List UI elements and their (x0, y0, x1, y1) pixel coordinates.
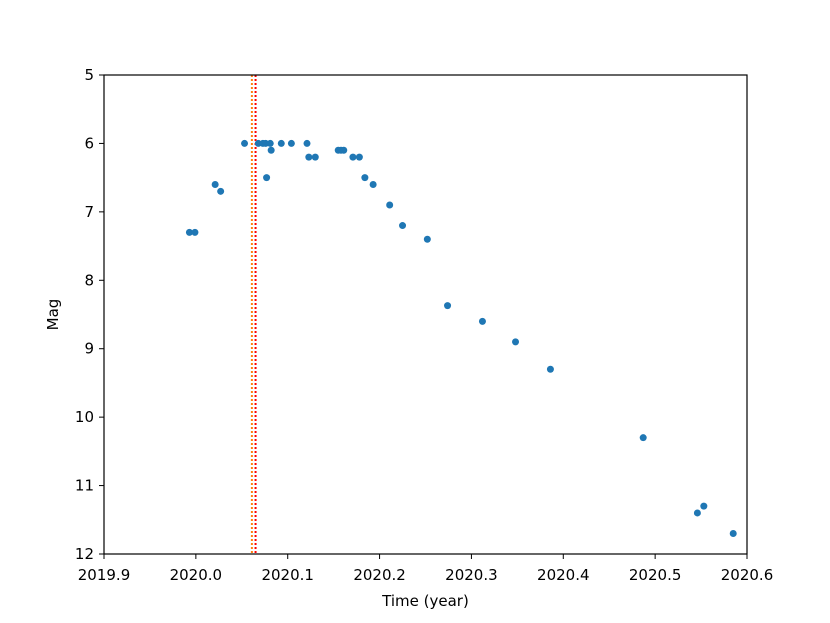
plot-frame (103, 74, 748, 555)
x-tick-label: 2019.9 (78, 566, 131, 584)
y-tick-label: 12 (75, 545, 94, 563)
y-tick-label: 8 (84, 271, 94, 289)
y-tick-label: 5 (84, 66, 94, 84)
x-tick-label: 2020.5 (629, 566, 682, 584)
data-point (386, 201, 394, 209)
data-point (266, 139, 274, 147)
data-point (311, 153, 319, 161)
data-point (305, 153, 313, 161)
x-tick-label: 2020.2 (353, 566, 406, 584)
x-axis-label: Time (year) (381, 592, 469, 610)
data-point (287, 139, 295, 147)
data-point (693, 509, 701, 517)
y-tick-label: 9 (84, 340, 94, 358)
data-point (241, 139, 249, 147)
data-point (700, 502, 708, 510)
data-point (349, 153, 357, 161)
x-tick-label: 2020.3 (445, 566, 498, 584)
x-tick-label: 2020.0 (170, 566, 223, 584)
y-tick-label: 7 (84, 203, 94, 221)
data-point (211, 180, 219, 188)
data-point (399, 222, 407, 230)
y-tick-label: 11 (75, 477, 94, 495)
data-point (639, 434, 647, 442)
data-point (423, 235, 431, 243)
data-point (355, 153, 363, 161)
x-tick-label: 2020.4 (537, 566, 590, 584)
data-point (478, 317, 486, 325)
x-tick-label: 2020.6 (721, 566, 774, 584)
y-axis-label: Mag (44, 299, 62, 331)
y-tick-label: 6 (84, 134, 94, 152)
data-point (191, 228, 199, 236)
x-tick-label: 2020.1 (261, 566, 314, 584)
data-point (267, 146, 275, 154)
data-point (263, 174, 271, 182)
data-point (277, 139, 285, 147)
data-point (546, 365, 554, 373)
y-axis-ticks: 5 6 7 8 9 10 11 12 (75, 66, 104, 563)
data-point (185, 228, 193, 236)
x-axis-ticks: 2019.9 2020.0 2020.1 2020.2 2020.3 2020.4 2020… (78, 554, 774, 584)
data-point (361, 174, 369, 182)
data-point (729, 529, 737, 537)
plot-marks (185, 75, 737, 554)
data-point (512, 338, 520, 346)
data-point (303, 139, 311, 147)
data-point (340, 146, 348, 154)
data-point (217, 187, 225, 195)
data-point (444, 302, 452, 310)
y-tick-label: 10 (75, 408, 94, 426)
data-point (369, 180, 377, 188)
